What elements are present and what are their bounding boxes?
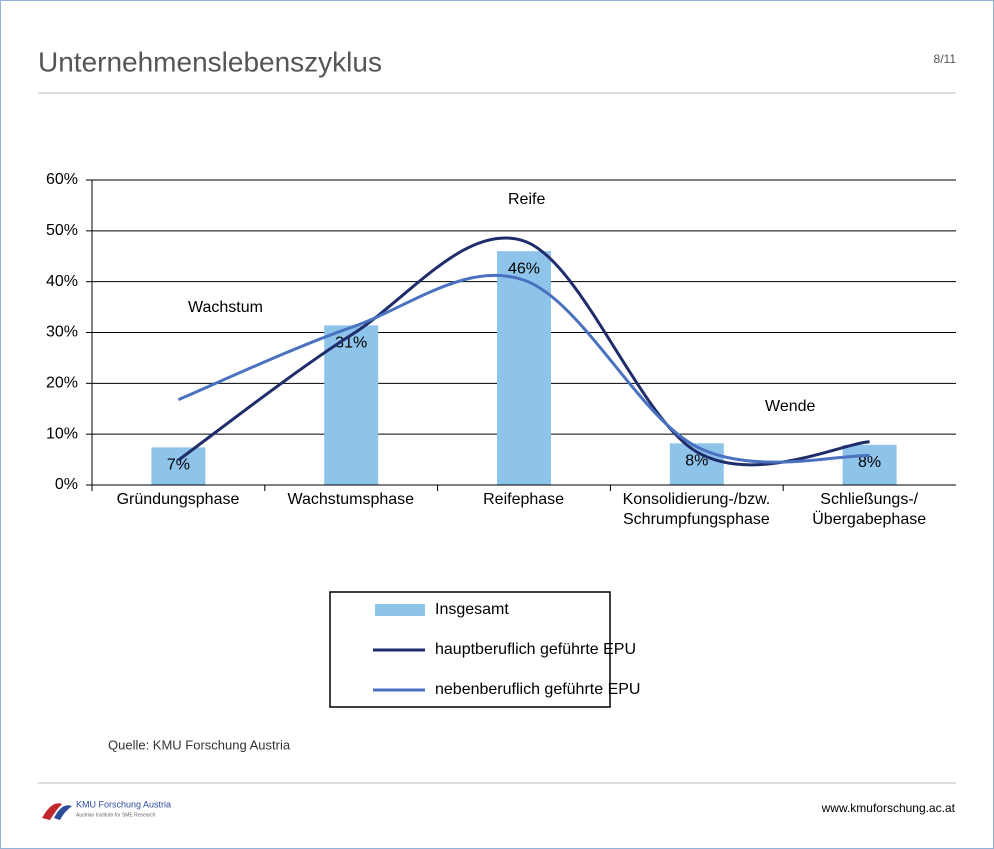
bar [151, 447, 206, 485]
bar [324, 325, 379, 485]
logo-mark [42, 803, 62, 820]
data-label: 8% [858, 454, 881, 471]
y-tick-label: 40% [46, 273, 78, 290]
x-tick-label: Schließungs-/ Übergabephase [812, 491, 927, 528]
y-tick-label: 10% [46, 425, 78, 442]
legend-label: hauptberuflich geführte EPU [435, 641, 636, 658]
logo-name: KMU Forschung Austria [76, 799, 171, 809]
y-tick-label: 30% [46, 324, 78, 341]
x-tick-label: Reifephase [483, 491, 565, 508]
footer-url: www.kmuforschung.ac.at [821, 801, 956, 815]
x-tick-label: Konsolidierung-/bzw. Schrumpfungsphase [622, 491, 771, 528]
y-tick-label: 0% [55, 476, 78, 493]
bar [497, 251, 551, 485]
annotation: Wachstum [188, 299, 263, 316]
logo-sub: Austrian Institute for SME Research [76, 812, 156, 818]
legend-label: Insgesamt [435, 601, 509, 618]
annotation: Reife [508, 191, 545, 208]
y-tick-label: 50% [46, 222, 78, 239]
bar [842, 444, 897, 485]
x-tick-label: Gründungsphase [116, 491, 240, 508]
annotation: Wende [765, 398, 816, 415]
data-label: 7% [167, 457, 190, 474]
x-tick-label: Wachstumsphase [287, 491, 415, 508]
page-number: 8/11 [934, 52, 957, 66]
legend-label: nebenberuflich geführte EPU [435, 681, 640, 698]
line-series [177, 236, 870, 467]
slide-title: Unternehmenslebenszyklus [38, 46, 382, 77]
y-tick-label: 60% [46, 171, 78, 188]
data-label: 8% [685, 453, 708, 470]
legend-swatch [375, 604, 425, 616]
y-tick-label: 20% [46, 375, 78, 392]
source-note: Quelle: KMU Forschung Austria [108, 737, 291, 752]
line-series [177, 274, 870, 464]
data-label: 46% [508, 260, 540, 277]
logo-mark [54, 805, 72, 820]
